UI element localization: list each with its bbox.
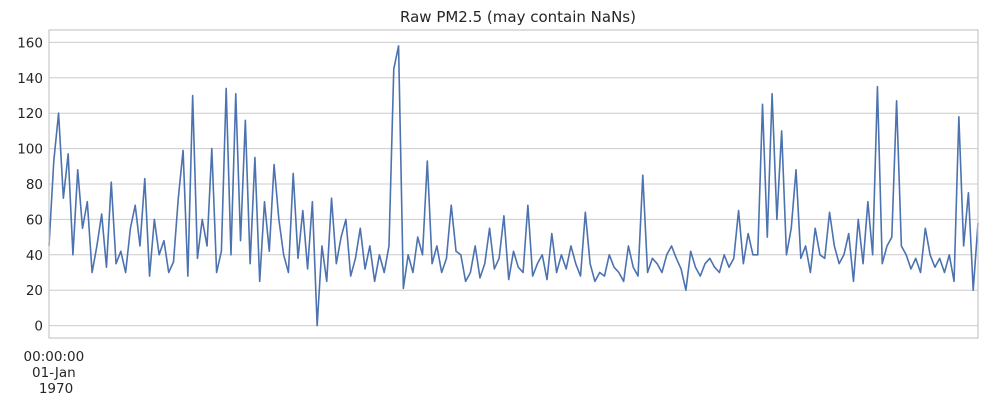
y-tick-label-140: 140 [17, 71, 43, 87]
y-tick-label-100: 100 [17, 142, 43, 158]
plot-frame [48, 29, 979, 339]
y-tick-label-120: 120 [17, 106, 43, 122]
x-tick-label-line-3: 1970 [39, 381, 73, 397]
x-tick-label-line-1: 00:00:00 [24, 349, 85, 365]
x-tick-label-line-2: 01-Jan [32, 365, 76, 381]
gridlines [49, 41, 978, 327]
y-tick-label-80: 80 [26, 177, 43, 193]
y-tick-label-20: 20 [26, 283, 43, 299]
y-tick-label-40: 40 [26, 248, 43, 264]
y-tick-label-160: 160 [17, 35, 43, 51]
x-tick-label: 00:00:00 01-Jan 1970 [24, 349, 89, 397]
series-layer [48, 45, 979, 327]
y-tick-label-60: 60 [26, 212, 43, 228]
y-tick-label-0: 0 [34, 319, 43, 335]
series-line-0 [48, 45, 979, 327]
chart-title: Raw PM2.5 (may contain NaNs) [400, 8, 636, 26]
y-tick-labels: 0 20 40 60 80 100 120 140 160 [17, 35, 43, 334]
